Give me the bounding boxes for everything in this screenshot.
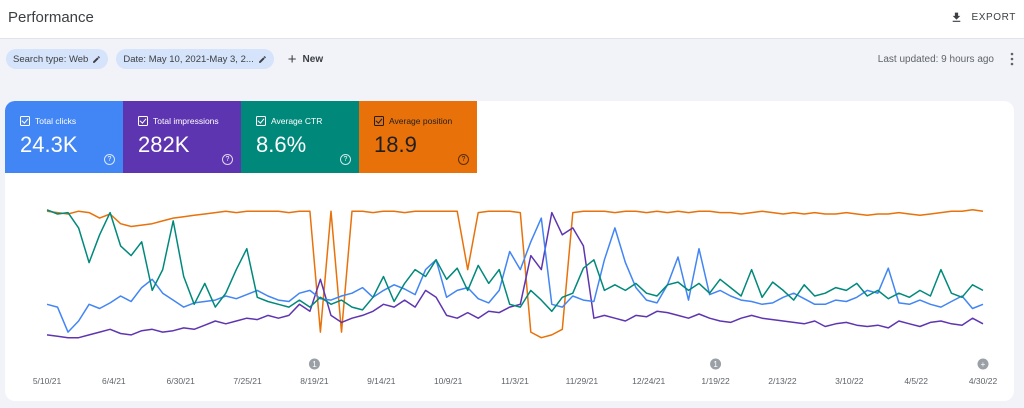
annotation-marker[interactable]: 1 (710, 358, 722, 370)
metric-value: 282K (138, 132, 190, 157)
annotation-label: 1 (713, 360, 718, 369)
metric-value: 24.3K (20, 132, 78, 157)
metric-label-row: Total clicks (20, 116, 76, 126)
filter-bar: Search type: Web Date: May 10, 2021-May … (6, 49, 323, 69)
series-line-average-position (46, 209, 984, 339)
metric-card-total-impressions[interactable]: Total impressions 282K ? (123, 101, 241, 173)
page-title: Performance (8, 9, 94, 26)
export-label: EXPORT (971, 12, 1016, 23)
x-tick-label: 11/3/21 (501, 376, 529, 386)
series-line-total-impressions (46, 211, 984, 339)
metric-label: Average CTR (271, 116, 323, 126)
checkbox-icon[interactable] (256, 116, 266, 126)
metric-label: Total clicks (35, 116, 77, 126)
metric-card-average-position[interactable]: Average position 18.9 ? (359, 101, 477, 173)
help-icon[interactable]: ? (340, 154, 351, 165)
metric-label-row: Average position (374, 116, 452, 126)
last-updated-text: Last updated: 9 hours ago (877, 54, 994, 65)
x-tick-label: 8/19/21 (300, 376, 329, 386)
new-label: New (302, 53, 324, 65)
search-type-chip[interactable]: Search type: Web (6, 49, 109, 69)
series-line-average-ctr (46, 209, 984, 313)
help-icon[interactable]: ? (104, 154, 115, 165)
metric-label-row: Average CTR (256, 116, 322, 126)
x-tick-label: 4/30/22 (969, 376, 998, 386)
performance-line-chart: 5/10/21 6/4/21 6/30/21 7/25/21 8/19/21 9/14/2… (33, 209, 998, 386)
metric-label: Average position (389, 116, 453, 126)
checkbox-icon[interactable] (138, 116, 148, 126)
metric-label: Total impressions (153, 116, 219, 126)
x-tick-label: 4/5/22 (904, 376, 928, 386)
metric-label-row: Total impressions (138, 116, 219, 126)
new-filter-button[interactable]: + New (288, 52, 323, 67)
edit-icon (93, 55, 101, 63)
search-type-label: Search type: Web (13, 53, 89, 65)
annotation-circle (710, 358, 722, 370)
date-chip[interactable]: Date: May 10, 2021-May 3, 2... (116, 49, 274, 69)
help-icon[interactable]: ? (222, 154, 233, 165)
x-tick-label: 10/9/21 (434, 376, 463, 386)
export-button[interactable]: EXPORT (950, 11, 1016, 24)
page-header: Performance EXPORT (0, 0, 1024, 39)
annotation-circle (308, 358, 320, 370)
annotation-marker[interactable]: 1 (308, 358, 320, 370)
metric-value: 8.6% (256, 132, 307, 157)
download-icon (953, 12, 961, 22)
annotation-circle (977, 358, 989, 370)
help-icon[interactable]: ? (458, 154, 469, 165)
x-tick-label: 11/29/21 (566, 376, 599, 386)
more-options-icon[interactable] (1008, 52, 1016, 66)
x-tick-label: 6/4/21 (102, 376, 126, 386)
series-line-total-clicks (46, 217, 984, 333)
x-tick-label: 6/30/21 (167, 376, 196, 386)
x-tick-label: 1/19/22 (701, 376, 730, 386)
x-tick-label: 12/24/21 (632, 376, 665, 386)
checkbox-icon[interactable] (20, 116, 30, 126)
annotation-marker[interactable]: + (977, 358, 989, 370)
x-tick-label: 3/10/22 (835, 376, 864, 386)
metric-card-average-ctr[interactable]: Average CTR 8.6% ? (241, 101, 359, 173)
plus-icon: + (287, 50, 297, 68)
metric-value: 18.9 (374, 132, 417, 157)
checkbox-icon[interactable] (374, 116, 384, 126)
annotation-label: + (981, 360, 986, 369)
annotation-label: 1 (312, 360, 317, 369)
date-label: Date: May 10, 2021-May 3, 2... (123, 53, 254, 65)
x-tick-label: 7/25/21 (233, 376, 262, 386)
edit-icon (258, 55, 266, 63)
x-tick-label: 9/14/21 (367, 376, 396, 386)
x-tick-label: 5/10/21 (33, 376, 62, 386)
metric-card-total-clicks[interactable]: Total clicks 24.3K ? (5, 101, 123, 173)
x-tick-label: 2/13/22 (768, 376, 797, 386)
performance-card: Total clicks 24.3K ? Total impressions 2… (5, 101, 1014, 401)
